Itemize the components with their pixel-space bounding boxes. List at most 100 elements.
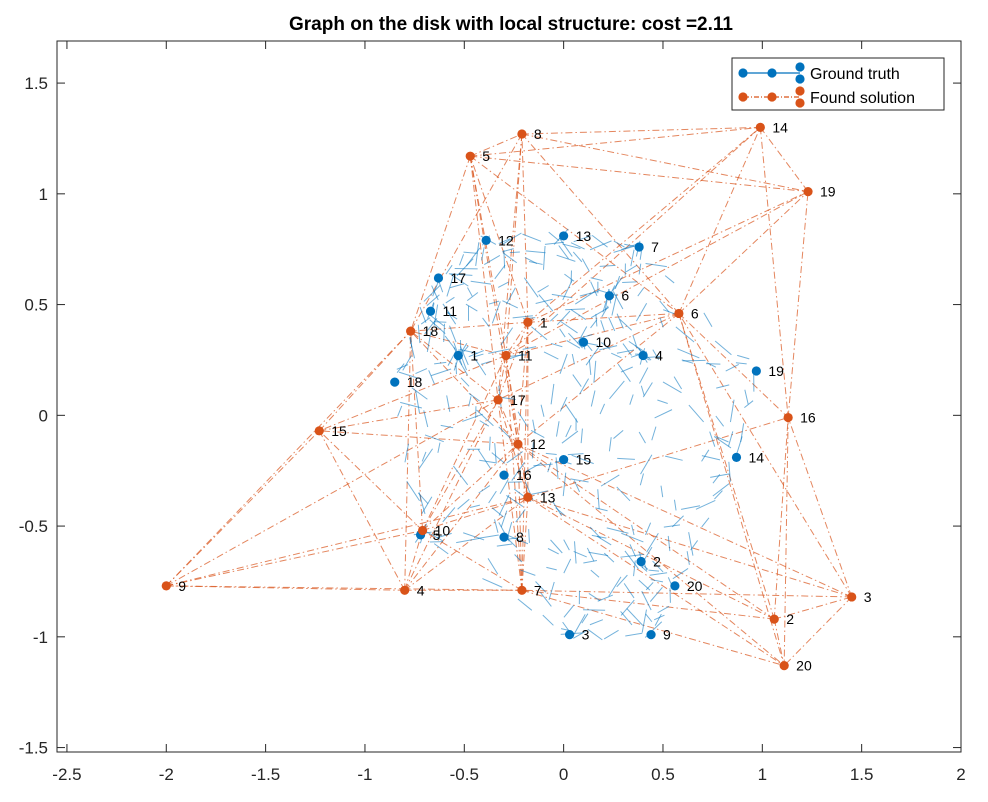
found-solution-node-label: 8: [534, 126, 542, 142]
ground-truth-edge-stub: [740, 423, 745, 443]
ground-truth-edge-stub: [487, 558, 499, 575]
ground-truth-edge-stub: [588, 551, 609, 557]
found-solution-edge: [166, 530, 423, 587]
ground-truth-edge-stub: [475, 242, 480, 267]
ground-truth-edge-stub: [645, 613, 653, 623]
ground-truth-edge-stub: [419, 306, 427, 323]
found-solution-edge: [521, 134, 529, 323]
ground-truth-node: [499, 532, 509, 542]
ground-truth-edge-stub: [429, 319, 446, 335]
found-solution-node-label: 10: [435, 523, 451, 539]
ground-truth-edge-stub: [488, 300, 500, 305]
ground-truth-node: [390, 377, 400, 387]
found-solution-edge: [678, 313, 853, 598]
x-tick-label: -2.5: [52, 765, 81, 784]
found-solution-edge: [787, 417, 853, 598]
ground-truth-edge-stub: [667, 535, 671, 552]
found-solution-node-label: 14: [772, 119, 788, 135]
ground-truth-edge-stub: [468, 396, 472, 407]
ground-truth-edge-stub: [525, 250, 546, 254]
ground-truth-edge-stub: [424, 318, 438, 335]
ground-truth-edge-stub: [688, 404, 704, 423]
ground-truth-edge-stub: [548, 581, 555, 601]
ground-truth-edge-stub: [603, 552, 615, 563]
ground-truth-edge-stub: [641, 590, 652, 611]
ground-truth-edge-stub: [677, 348, 700, 359]
found-solution-edge: [521, 126, 761, 135]
found-solution-edge: [470, 126, 761, 157]
ground-truth-edge-stub: [565, 425, 572, 438]
ground-truth-edge-stub: [556, 310, 571, 326]
ground-truth-edge-stub: [662, 381, 682, 394]
ground-truth-edge-stub: [565, 308, 585, 311]
ground-truth-edge-stub: [639, 367, 649, 384]
legend-box: [731, 57, 945, 111]
ground-truth-edge-stub: [619, 319, 633, 331]
ground-truth-edge-stub: [502, 252, 518, 264]
ground-truth-edge-stub: [568, 332, 583, 349]
ground-truth-edge-stub: [506, 495, 524, 507]
ground-truth-edge-stub: [459, 254, 465, 266]
ground-truth-edge-stub: [445, 296, 455, 304]
ground-truth-edge-stub: [650, 579, 664, 583]
ground-truth-edge-stub: [590, 390, 596, 407]
y-tick-label: 1: [39, 185, 48, 204]
ground-truth-edge-stub: [491, 452, 506, 464]
found-solution-node-label: 18: [423, 323, 439, 339]
ground-truth-edge-stub: [537, 285, 549, 293]
found-solution-edge: [527, 127, 761, 323]
found-solution-edge: [318, 330, 412, 432]
found-solution-node-label: 1: [540, 314, 548, 330]
ground-truth-edge-stub: [481, 247, 485, 261]
found-solution-node-label: 2: [786, 611, 794, 627]
found-solution-edge: [469, 156, 529, 323]
ground-truth-edge-stub: [556, 254, 576, 262]
ground-truth-node-label: 17: [450, 270, 466, 286]
found-solution-node: [847, 592, 857, 602]
found-solution-edge: [319, 399, 499, 432]
legend-marker: [795, 98, 805, 108]
ground-truth-edge-stub: [673, 376, 683, 390]
ground-truth-edge-stub: [532, 419, 536, 434]
ground-truth-node-label: 16: [516, 467, 532, 483]
legend-marker: [767, 68, 777, 78]
ground-truth-edge-stub: [477, 449, 492, 470]
ground-truth-edge-stub: [591, 534, 607, 539]
ground-truth-edge-stub: [654, 613, 662, 626]
ground-truth-edge-stub: [725, 363, 739, 372]
ground-truth-edge-stub: [706, 363, 721, 365]
ground-truth-edge-stub: [586, 342, 599, 346]
ground-truth-edge-stub: [581, 258, 590, 272]
ground-truth-node-label: 12: [498, 232, 514, 248]
ground-truth-edge-stub: [633, 560, 636, 577]
found-solution-edge: [678, 313, 785, 666]
found-solution-edge: [505, 191, 809, 356]
ground-truth-edge-stub: [657, 399, 668, 404]
edges-layer: [165, 126, 853, 667]
ground-truth-edge-stub: [608, 437, 612, 452]
ground-truth-node-label: 7: [651, 239, 659, 255]
ground-truth-edge-stub: [712, 474, 721, 484]
found-solution-node: [783, 412, 793, 423]
ground-truth-edge-stub: [595, 313, 598, 327]
ground-truth-edge-stub: [581, 613, 589, 624]
ground-truth-edge-stub: [426, 294, 440, 306]
ground-truth-edge-stub: [675, 326, 695, 343]
ground-truth-edge-stub: [645, 263, 667, 268]
ground-truth-edge-stub: [418, 492, 426, 514]
ground-truth-node-label: 1: [470, 348, 478, 364]
ground-truth-edge-stub: [501, 232, 522, 246]
ground-truth-edge-stub: [652, 560, 664, 573]
ground-truth-edge-stub: [450, 273, 469, 287]
ground-truth-edge-stub: [512, 315, 533, 319]
ground-truth-edge-stub: [462, 413, 483, 422]
ground-truth-edge-stub: [735, 362, 747, 365]
ground-truth-edge-stub: [613, 430, 624, 439]
ground-truth-edge-stub: [467, 287, 473, 297]
found-solution-edge: [470, 133, 523, 157]
axis-ticks: -2.5 -2 -1.5 -1 -0.5 0 0.5 1 1.5 2 -1.5 -1 -0.5 0 0.5 1…: [19, 41, 966, 784]
legend-marker: [795, 62, 805, 72]
ground-truth-edge-stub: [623, 583, 635, 599]
ground-truth-edge-stub: [729, 399, 735, 423]
